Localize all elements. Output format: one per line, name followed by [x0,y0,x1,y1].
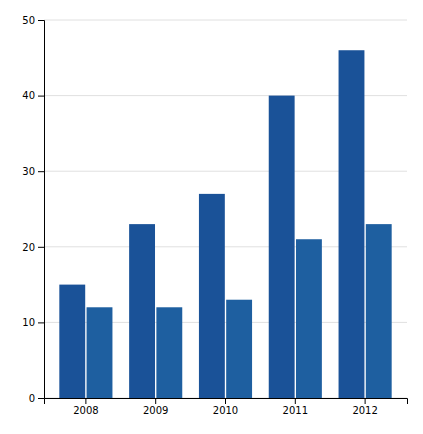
x-tick-label: 2009 [143,405,168,416]
x-tick-mark [155,398,156,404]
bar [199,194,225,398]
y-tick-mark [38,171,44,172]
y-tick-label: 50 [22,15,35,26]
chart: 0 10 20 30 40 50 2008 2009 2010 2011 2012 [0,0,423,434]
y-tick-label: 20 [22,242,35,253]
series [59,50,364,398]
bar [59,285,85,398]
x-tick-label: 2011 [283,405,308,416]
y-tick: 20 [22,242,44,253]
y-axis-line [38,21,45,399]
y-axis: 0 10 20 30 40 50 [22,15,44,404]
series [87,224,392,398]
grid [44,20,407,398]
x-tick-mark [295,398,296,404]
y-tick-mark [38,322,44,323]
grid-line [44,20,407,21]
x-tick: 2010 [213,398,238,416]
y-tick-label: 40 [22,90,35,101]
y-tick: 0 [29,393,44,404]
y-tick-mark [38,247,44,248]
x-tick-label: 2008 [73,405,98,416]
y-tick-label: 10 [22,317,35,328]
x-tick-mark [225,398,226,404]
bars [59,50,391,398]
y-tick-label: 30 [22,166,35,177]
x-tick: 2008 [73,398,98,416]
y-tick: 40 [22,90,44,101]
x-tick: 2011 [283,398,308,416]
bar [339,50,365,398]
plot: 0 10 20 30 40 50 2008 2009 2010 2011 2012 [22,15,407,416]
x-tick-mark [365,398,366,404]
bar [156,307,182,398]
x-tick-label: 2012 [352,405,377,416]
y-tick-label: 0 [29,393,35,404]
bar [129,224,155,398]
x-tick-label: 2010 [213,405,238,416]
y-tick: 10 [22,317,44,328]
bar [366,224,392,398]
bar [87,307,113,398]
bar [269,96,295,398]
y-tick: 30 [22,166,44,177]
bar [296,239,322,398]
x-axis-line [45,399,408,405]
bar [226,300,252,398]
x-tick: 2012 [352,398,377,416]
x-axis: 2008 2009 2010 2011 2012 [45,398,408,416]
x-tick: 2009 [143,398,168,416]
y-tick-mark [38,20,44,21]
y-tick-mark [38,398,44,399]
y-tick-mark [38,96,44,97]
x-tick-mark [85,398,86,404]
y-tick: 50 [22,15,44,26]
